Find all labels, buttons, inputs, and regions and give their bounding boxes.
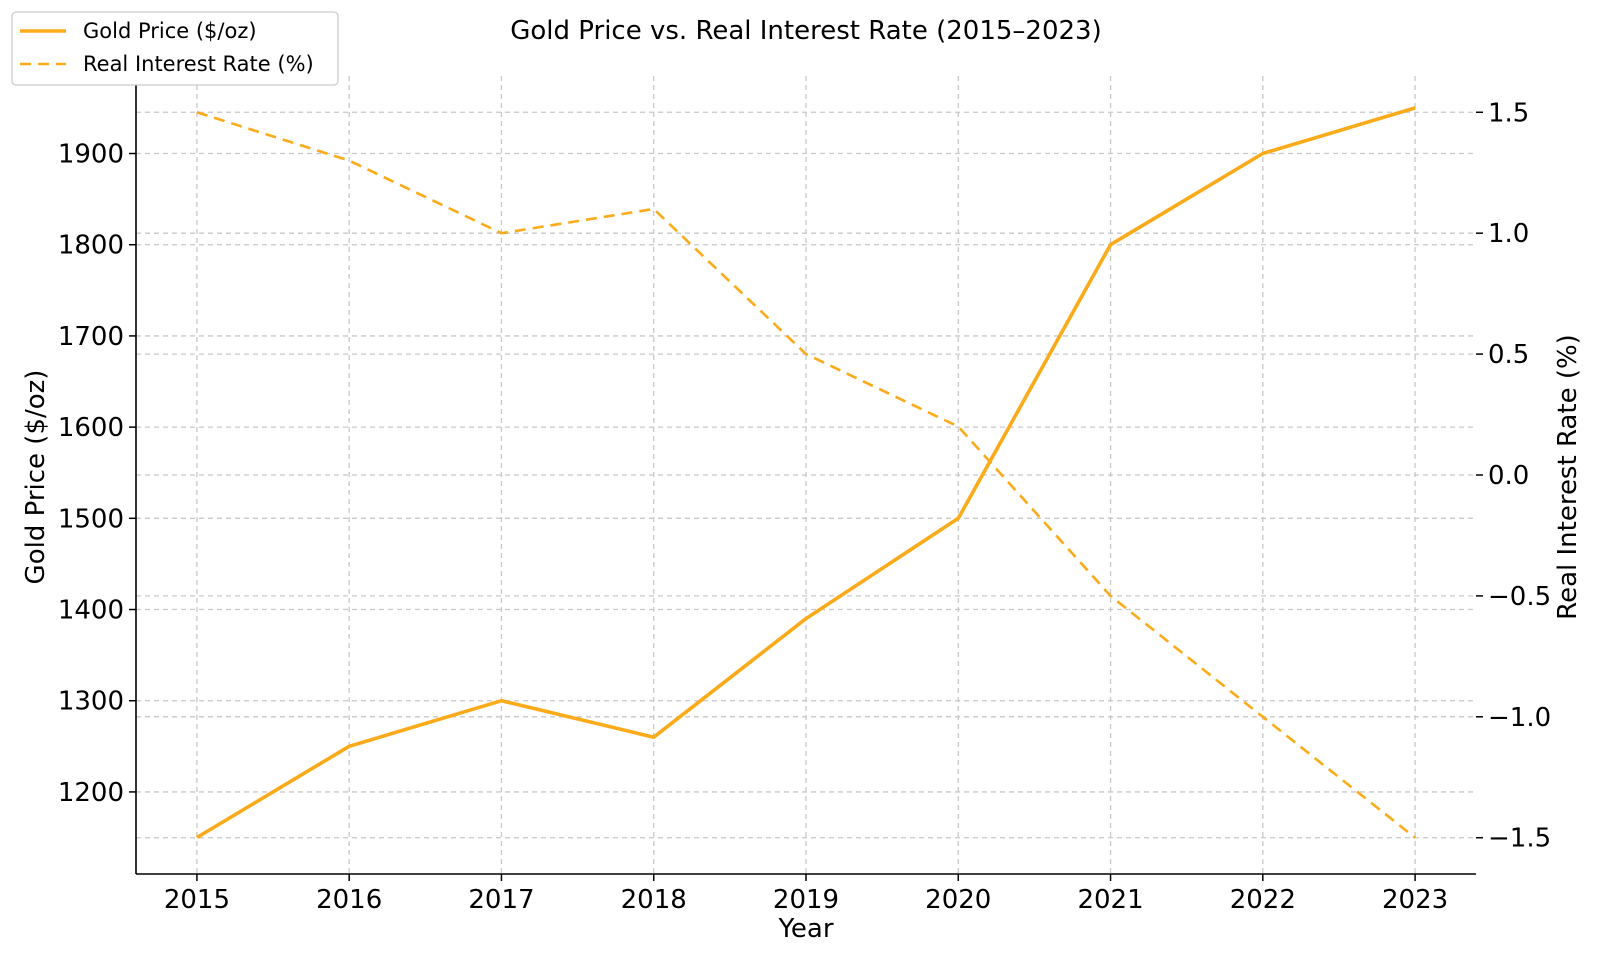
x-tick-label: 2018 bbox=[621, 885, 687, 915]
ticks-layer: 2015 2016 2017 2018 2019 2020 2021 2022 2023 1200… bbox=[58, 98, 1551, 915]
x-tick-label: 2023 bbox=[1382, 885, 1448, 915]
y-left-tick-label: 1900 bbox=[58, 140, 124, 170]
y-left-tick-label: 1800 bbox=[58, 231, 124, 261]
chart-title: Gold Price vs. Real Interest Rate (2015–… bbox=[510, 16, 1101, 46]
x-tick-label: 2022 bbox=[1230, 885, 1296, 915]
x-tick-label: 2017 bbox=[468, 885, 534, 915]
x-tick-label: 2020 bbox=[925, 885, 991, 915]
y-right-tick-label: 0.5 bbox=[1488, 340, 1529, 370]
y-left-axis-title: Gold Price ($/oz) bbox=[21, 370, 51, 585]
legend-label-real-interest-rate: Real Interest Rate (%) bbox=[83, 52, 314, 76]
legend-box bbox=[11, 11, 339, 86]
y-left-tick-label: 1700 bbox=[58, 322, 124, 352]
y-left-tick-label: 1500 bbox=[58, 504, 124, 534]
x-tick-label: 2019 bbox=[773, 885, 839, 915]
y-right-tick-label: −1.5 bbox=[1488, 824, 1551, 854]
x-tick-label: 2016 bbox=[316, 885, 382, 915]
x-tick-label: 2015 bbox=[164, 885, 230, 915]
y-left-tick-label: 1300 bbox=[58, 687, 124, 717]
y-left-tick-label: 1600 bbox=[58, 413, 124, 443]
x-tick-label: 2021 bbox=[1077, 885, 1143, 915]
x-axis-title: Year bbox=[777, 914, 833, 944]
real-interest-rate-line bbox=[196, 111, 1416, 839]
legend-label-gold-price: Gold Price ($/oz) bbox=[83, 19, 257, 43]
y-left-tick-label: 1400 bbox=[58, 596, 124, 626]
gold-price-line bbox=[195, 106, 1416, 840]
series-layer bbox=[195, 106, 1416, 840]
y-right-tick-label: 1.5 bbox=[1488, 98, 1529, 128]
y-right-axis-title: Real Interest Rate (%) bbox=[1553, 334, 1583, 620]
y-right-tick-label: 0.0 bbox=[1488, 461, 1529, 491]
y-left-tick-label: 1200 bbox=[58, 778, 124, 808]
legend: Gold Price ($/oz) Real Interest Rate (%) bbox=[11, 11, 339, 86]
y-right-tick-label: −0.5 bbox=[1488, 582, 1551, 612]
y-right-tick-label: 1.0 bbox=[1488, 219, 1529, 249]
y-right-tick-label: −1.0 bbox=[1488, 703, 1551, 733]
